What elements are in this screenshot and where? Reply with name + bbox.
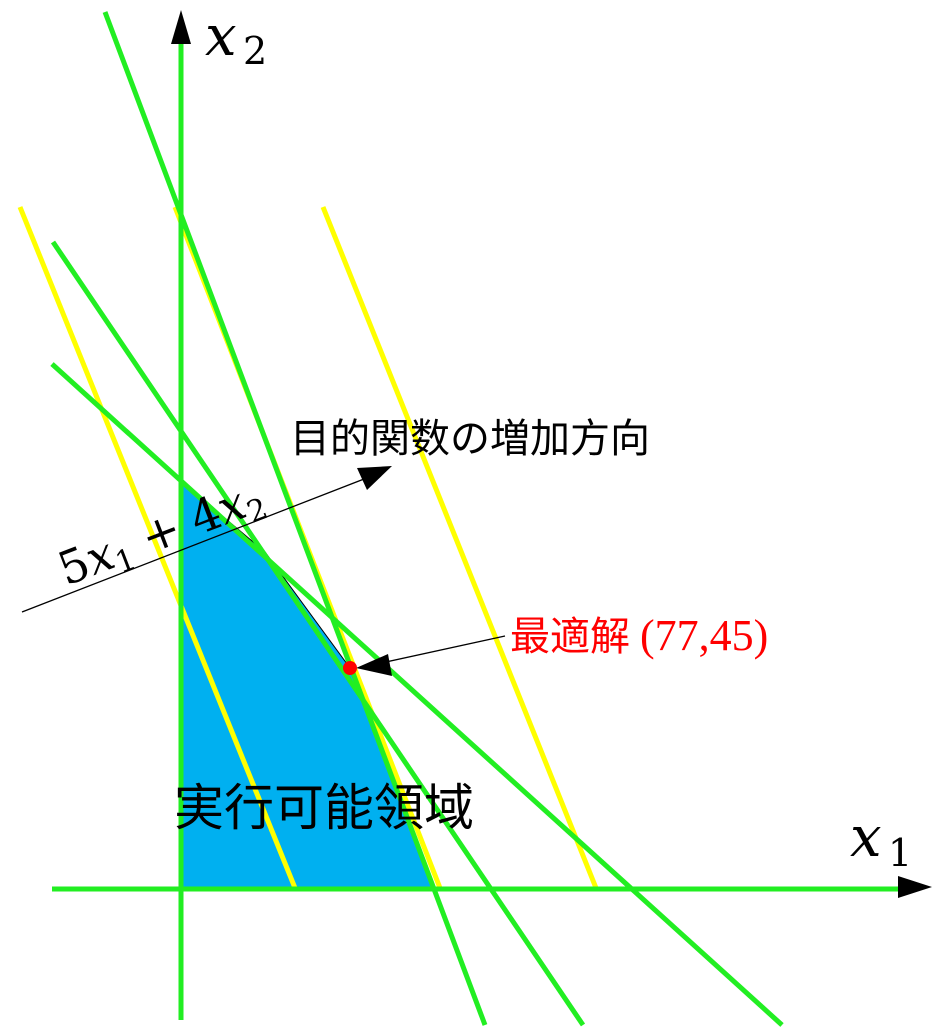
x1-axis-arrowhead [898,876,932,898]
optimum-label-text: 最適解 [510,614,630,660]
objective-line-3 [320,206,599,889]
x1-axis-subscript: 1 [888,831,912,875]
optimum-point [343,661,357,675]
objective-direction-line [21,471,383,613]
optimum-pointer-line [371,635,506,666]
x2-axis-arrowhead [171,10,191,44]
objective-line-1 [17,206,298,889]
objective-direction-label: 目的関数の増加方向 [290,416,650,462]
x2-axis-label: x [205,4,237,69]
objective-direction-arrowhead [357,466,392,490]
constraint-line-1 [102,11,488,1026]
optimum-pointer-arrowhead [356,654,392,676]
constraint-line-3 [50,362,784,1027]
x2-axis-subscript: 2 [243,29,267,73]
feasible-region-label: 実行可能領域 [174,779,474,837]
x1-axis-label: x [850,805,882,870]
optimum-coords: (77,45) [640,611,768,660]
optimum-label: 最適解 (77,45) [510,611,768,660]
constraint-line-2 [50,240,586,1027]
